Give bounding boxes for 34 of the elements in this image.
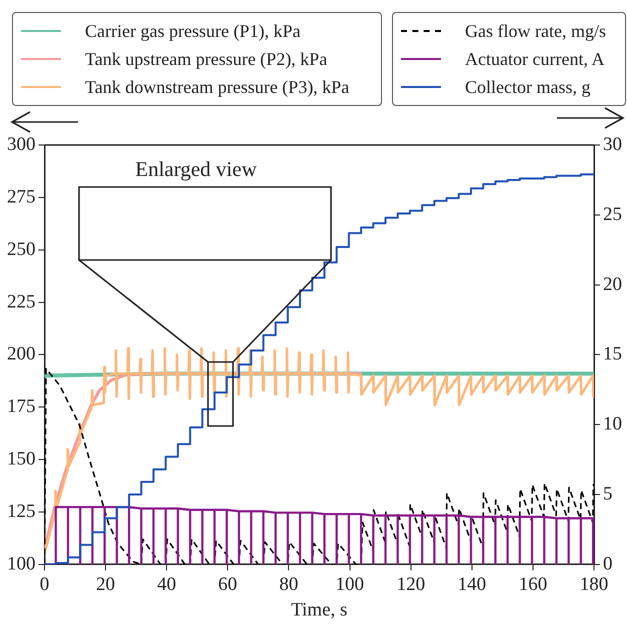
y-tick-label: 200: [7, 344, 36, 365]
y-tick-label: 100: [7, 553, 36, 574]
x-tick-label: 120: [396, 574, 426, 595]
x-tick-label: 140: [458, 574, 486, 595]
x-tick-label: 100: [336, 574, 364, 595]
x-tick-label: 20: [96, 574, 116, 595]
legend-label: Tank downstream pressure (P3), kPa: [85, 76, 350, 98]
y-tick-label: 225: [7, 291, 36, 312]
y2-tick-label: 5: [603, 483, 612, 504]
y-tick-label: 150: [7, 448, 36, 470]
y-tick-label: 250: [7, 238, 36, 260]
legend-label: Gas flow rate, mg/s: [465, 20, 606, 42]
y2-tick-label: 15: [603, 344, 622, 365]
x-axis-title: Time, s: [291, 600, 348, 621]
x-tick-label: 40: [157, 574, 176, 595]
y-tick-label: 175: [7, 396, 36, 418]
y-tick-label: 125: [7, 500, 36, 522]
y2-tick-label: 10: [603, 414, 622, 435]
y2-tick-label: 0: [603, 553, 612, 574]
annotation: Enlarged view: [135, 157, 257, 182]
x-tick-label: 80: [279, 574, 298, 595]
x-tick-label: 180: [580, 574, 608, 595]
y2-tick-label: 20: [603, 274, 622, 295]
y2-tick-label: 25: [603, 204, 622, 225]
legend-label: Tank upstream pressure (P2), kPa: [85, 48, 328, 70]
x-tick-label: 0: [40, 574, 50, 595]
y2-tick-label: 30: [603, 134, 622, 155]
y-tick-label: 300: [7, 134, 36, 155]
x-tick-label: 60: [218, 574, 238, 595]
legend-label: Collector mass, g: [465, 76, 590, 98]
y-tick-label: 275: [7, 186, 36, 208]
legend-label: Actuator current, A: [465, 48, 604, 70]
x-tick-label: 160: [518, 574, 548, 595]
legend-label: Carrier gas pressure (P1), kPa: [85, 20, 300, 42]
